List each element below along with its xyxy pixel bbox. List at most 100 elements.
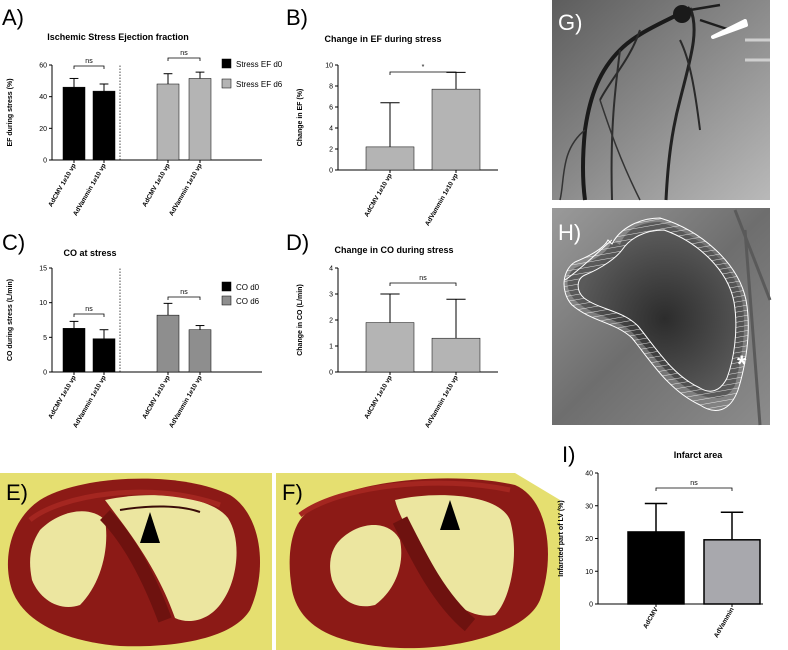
- arrowhead-marker-g: [711, 19, 748, 39]
- chart-c-bar: [156, 314, 180, 373]
- chart-b-significance-bracket: [389, 71, 457, 75]
- panel-label-g: G): [558, 10, 582, 35]
- chart-a-bar: [92, 90, 116, 161]
- chart-a-significance-bracket: [167, 57, 201, 61]
- chart-b-ytick-label: 4: [329, 126, 333, 133]
- chart-c-title: CO at stress: [63, 248, 116, 258]
- chart-d-title: Change in CO during stress: [334, 245, 453, 255]
- chart-i-ytick-label: 10: [585, 569, 593, 576]
- chart-a-xtick-label: AdCMV 1e10 vp: [141, 162, 171, 208]
- chart-b-bar: [431, 88, 481, 171]
- chart-a-legend-label: Stress EF d6: [236, 80, 283, 89]
- panel-label-b: B): [286, 5, 308, 30]
- chart-a-legend-swatch: [221, 58, 232, 69]
- chart-a-ytick-label: 60: [39, 63, 47, 70]
- chart-c-xtick-label: AdVammin 1e10 vp: [168, 374, 204, 429]
- chart-a-ytick-label: 20: [39, 126, 47, 133]
- chart-a-ytick-label: 40: [39, 94, 47, 101]
- chart-d-xtick-label: AdVammin 1e10 vp: [424, 374, 460, 429]
- chart-a-xtick-label: AdVammin 1e10 vp: [72, 162, 108, 217]
- chart-d-ytick-label: 1: [329, 344, 333, 351]
- heart-slice-photo-f: [276, 473, 560, 650]
- chart-a-ylabel: EF during stress (%): [7, 78, 14, 146]
- chart-c-xtick-label: AdCMV 1e10 vp: [47, 374, 77, 420]
- chart-i-ytick-label: 30: [585, 503, 593, 510]
- chart-a-significance-label: ns: [180, 50, 188, 57]
- chart-d-ytick-label: 2: [329, 318, 333, 325]
- panel-label-e: E): [6, 480, 28, 505]
- chart-b-ytick-label: 8: [329, 84, 333, 91]
- chart-b-ytick-label: 2: [329, 147, 333, 154]
- panel-label-h: H): [558, 220, 581, 245]
- chart-c-significance-bracket: [73, 313, 105, 317]
- chart-a-bar: [62, 86, 86, 161]
- panel-label-d: D): [286, 230, 309, 255]
- chart-d-ytick-label: 3: [329, 292, 333, 299]
- chart-c-xtick-label: AdCMV 1e10 vp: [141, 374, 171, 420]
- arrowhead-marker-f: [440, 500, 460, 530]
- chart-c-bar: [92, 338, 116, 373]
- chart-d-significance-bracket: [389, 282, 457, 286]
- chart-b-ytick-label: 10: [325, 63, 333, 70]
- chart-i-significance-label: ns: [690, 480, 698, 487]
- chart-i-title: Infarct area: [674, 450, 724, 460]
- chart-b-ytick-label: 6: [329, 105, 333, 112]
- chart-a-xtick-label: AdCMV 1e10 vp: [47, 162, 77, 208]
- chart-b-title: Change in EF during stress: [324, 34, 441, 44]
- ventriculogram-image-h: [552, 208, 772, 426]
- asterisk-marker-h: *: [737, 351, 747, 378]
- chart-i-ylabel: Infarcted part of LV (%): [558, 500, 565, 576]
- panel-label-c: C): [2, 230, 25, 255]
- chart-i-xtick-label: AdCMV: [642, 606, 660, 630]
- chart-c-significance-label: ns: [180, 289, 188, 296]
- chart-c-ylabel: CO during stress (L/min): [7, 279, 14, 361]
- chart-b-xtick-label: AdCMV 1e10 vp: [363, 172, 393, 218]
- chart-a-significance-label: ns: [85, 58, 93, 65]
- angiogram-image-g: [552, 0, 770, 201]
- chart-c-legend-swatch: [221, 281, 232, 292]
- chart-i-ytick-label: 0: [589, 602, 593, 609]
- chart-c-significance-bracket: [167, 296, 201, 300]
- chart-i-xtick-label: AdVammin: [713, 606, 736, 639]
- chart-b-xtick-label: AdVammin 1e10 vp: [424, 172, 460, 227]
- chart-a-significance-bracket: [73, 65, 105, 69]
- panel-label-a: A): [2, 5, 24, 30]
- chart-b-significance-label: *: [422, 64, 425, 71]
- chart-c-ytick-label: 0: [43, 370, 47, 377]
- arrowhead-marker-e: [140, 512, 160, 543]
- chart-a-bar: [188, 78, 212, 161]
- chart-c-legend-swatch: [221, 295, 232, 306]
- chart-c-ytick-label: 5: [43, 335, 47, 342]
- chart-c-significance-label: ns: [85, 306, 93, 313]
- chart-c-bar: [188, 329, 212, 373]
- chart-i-significance-bracket: [655, 487, 733, 491]
- chart-d-bar: [365, 322, 415, 373]
- chart-i-ytick-label: 40: [585, 471, 593, 478]
- chart-b-ylabel: Change in EF (%): [297, 89, 304, 147]
- chart-d-significance-label: ns: [419, 275, 427, 282]
- panel-label-f: F): [282, 480, 303, 505]
- chart-a-ytick-label: 0: [43, 158, 47, 165]
- chart-d-xtick-label: AdCMV 1e10 vp: [363, 374, 393, 420]
- chart-a-title: Ischemic Stress Ejection fraction: [47, 32, 189, 42]
- chart-d-ylabel: Change in CO (L/min): [297, 284, 304, 356]
- chart-b-bar: [365, 146, 415, 171]
- panel-label-i: I): [562, 442, 575, 467]
- chart-d-bar: [431, 337, 481, 373]
- chart-c-legend-label: CO d0: [236, 283, 260, 292]
- chart-d-ytick-label: 4: [329, 266, 333, 273]
- heart-slice-photo-e: [0, 473, 272, 650]
- chart-d-ytick-label: 0: [329, 370, 333, 377]
- chart-b-ytick-label: 0: [329, 168, 333, 175]
- chart-a-legend-label: Stress EF d0: [236, 60, 283, 69]
- chart-i-bar: [703, 539, 761, 605]
- chart-c-bar: [62, 328, 86, 373]
- chart-i-ytick-label: 20: [585, 536, 593, 543]
- chart-c-xtick-label: AdVammin 1e10 vp: [72, 374, 108, 429]
- chart-a-xtick-label: AdVammin 1e10 vp: [168, 162, 204, 217]
- chart-c-legend-label: CO d6: [236, 297, 260, 306]
- chart-a-bar: [156, 83, 180, 161]
- chart-a-legend-swatch: [221, 78, 232, 89]
- chart-i-bar: [627, 531, 685, 605]
